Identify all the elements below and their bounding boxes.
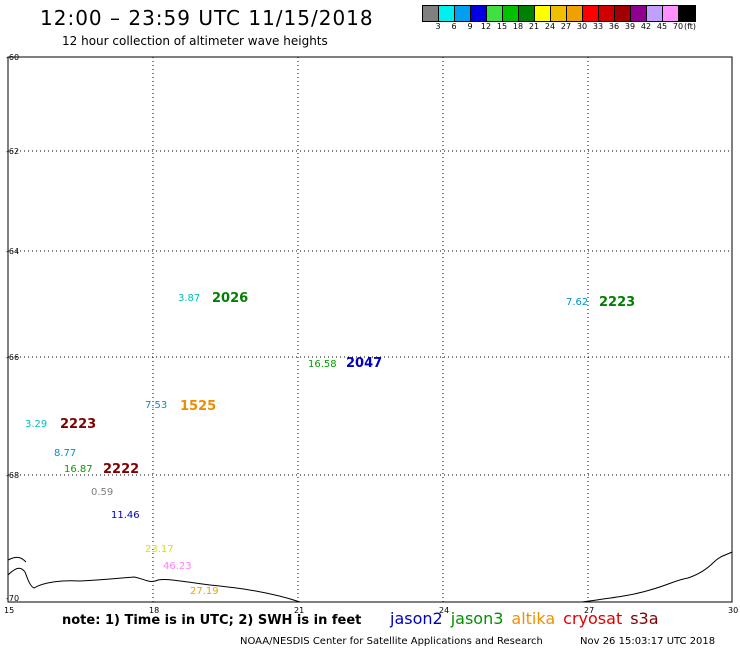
longitude-label: 18: [149, 606, 159, 615]
latitude-label: -66: [6, 353, 19, 362]
color-swatch: [423, 6, 439, 21]
observation-time-label: 2222: [103, 462, 139, 477]
color-scale-label: 24: [544, 22, 556, 31]
observation-time-label: 1525: [180, 399, 216, 414]
wave-height-value: 8.77: [54, 448, 76, 459]
latitude-label: -60: [6, 53, 19, 62]
color-swatch: [551, 6, 567, 21]
color-swatch: [599, 6, 615, 21]
color-scale-bar: [422, 5, 696, 22]
observation-time-label: 2026: [212, 291, 248, 306]
latitude-label: -68: [6, 471, 19, 480]
satellite-legend: jason2 jason3 altika cryosat s3a: [390, 609, 667, 628]
latitude-labels: -60 -62 -64 -66 -68 -70: [6, 53, 19, 603]
wave-height-value: 16.87: [64, 464, 93, 475]
color-swatch: [471, 6, 487, 21]
graticule: [8, 57, 732, 602]
color-swatch: [455, 6, 471, 21]
credit-line: NOAA/NESDIS Center for Satellite Applica…: [240, 636, 543, 647]
map-frame: [7, 56, 733, 603]
latitude-label: -62: [6, 147, 19, 156]
color-scale-unit: (ft): [683, 22, 697, 31]
wave-height-value: 3.29: [25, 419, 47, 430]
color-scale-label: 12: [480, 22, 492, 31]
longitude-label: 30: [728, 606, 738, 615]
color-scale-label: 21: [528, 22, 540, 31]
wave-height-value: 3.87: [178, 293, 200, 304]
color-swatch: [439, 6, 455, 21]
wave-height-value: 46.23: [163, 561, 192, 572]
color-scale-label: 45: [656, 22, 668, 31]
coastline-west-inner: [7, 556, 27, 563]
color-swatch: [503, 6, 519, 21]
wave-height-value: 7.62: [566, 297, 588, 308]
wave-height-value: 27.19: [190, 586, 219, 597]
coastline-west: [7, 567, 301, 603]
observation-time-label: 2223: [599, 295, 635, 310]
wave-height-value: 16.58: [308, 359, 337, 370]
wave-height-value: 23.17: [145, 544, 174, 555]
color-scale-label: 27: [560, 22, 572, 31]
map-subtitle: 12 hour collection of altimeter wave hei…: [62, 34, 328, 48]
color-swatch: [487, 6, 503, 21]
satellite-name-altika: altika: [511, 609, 556, 628]
longitude-labels: 15 18 21 24 27 30: [4, 606, 738, 615]
satellite-name-s3a: s3a: [630, 609, 659, 628]
map-note: note: 1) Time is in UTC; 2) SWH is in fe…: [62, 613, 362, 628]
color-swatch: [615, 6, 631, 21]
color-swatch: [519, 6, 535, 21]
observation-labels: 3.87 2026 7.62 2223 16.58 2047 7.53 1525 3.29 222…: [25, 291, 635, 597]
color-scale-label: 6: [451, 22, 457, 31]
color-scale-label: 36: [608, 22, 620, 31]
color-scale-label: 18: [512, 22, 524, 31]
generated-timestamp: Nov 26 15:03:17 UTC 2018: [580, 636, 716, 647]
longitude-label: 24: [439, 606, 449, 615]
color-scale-label: 9: [467, 22, 473, 31]
color-swatch: [663, 6, 679, 21]
longitude-label: 15: [4, 606, 14, 615]
color-swatch: [583, 6, 599, 21]
latitude-label: -64: [6, 247, 19, 256]
observation-time-label: 2047: [346, 356, 382, 371]
satellite-name-cryosat: cryosat: [563, 609, 623, 628]
longitude-label: 21: [294, 606, 304, 615]
color-swatch: [631, 6, 647, 21]
color-swatch: [647, 6, 663, 21]
color-scale-label: 15: [496, 22, 508, 31]
observation-time-label: 2223: [60, 417, 96, 432]
color-swatch: [679, 6, 695, 21]
color-swatch: [567, 6, 583, 21]
color-scale-label: 33: [592, 22, 604, 31]
color-scale-label: 70: [672, 22, 684, 31]
satellite-name-jason2: jason2: [390, 609, 443, 628]
longitude-label: 27: [584, 606, 594, 615]
latitude-label: -70: [6, 594, 19, 603]
wave-height-value: 7.53: [145, 400, 167, 411]
wave-height-value: 0.59: [91, 487, 113, 498]
color-scale-label: 30: [576, 22, 588, 31]
color-scale-label: 39: [624, 22, 636, 31]
satellite-name-jason3: jason3: [450, 609, 504, 628]
color-swatch: [535, 6, 551, 21]
wave-height-value: 11.46: [111, 510, 140, 521]
map-title: 12:00 – 23:59 UTC 11/15/2018: [40, 6, 374, 30]
coastline-east: [581, 551, 733, 603]
color-scale-label: 3: [435, 22, 441, 31]
color-scale-label: 42: [640, 22, 652, 31]
